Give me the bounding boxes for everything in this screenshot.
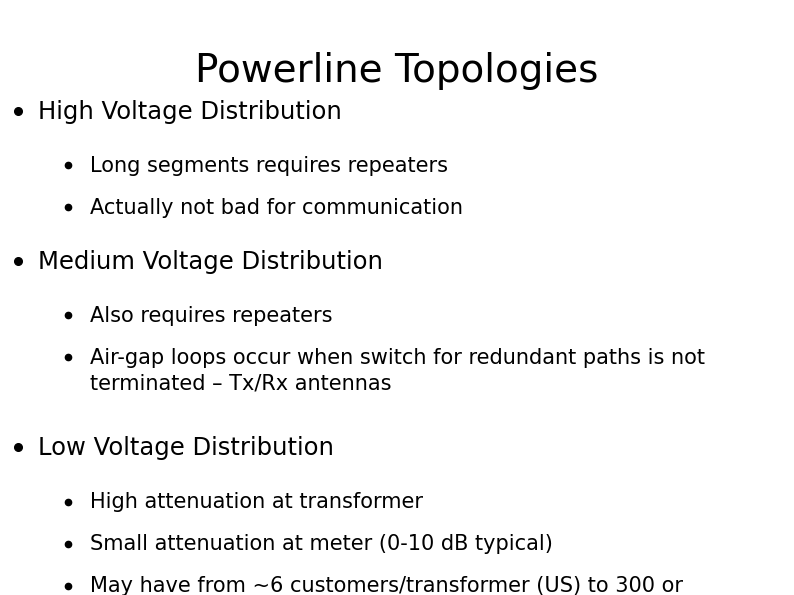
Text: Medium Voltage Distribution: Medium Voltage Distribution	[38, 250, 383, 274]
Text: Small attenuation at meter (0-10 dB typical): Small attenuation at meter (0-10 dB typi…	[90, 534, 553, 555]
Text: Low Voltage Distribution: Low Voltage Distribution	[38, 436, 333, 461]
Text: Also requires repeaters: Also requires repeaters	[90, 306, 333, 326]
Text: High attenuation at transformer: High attenuation at transformer	[90, 492, 423, 512]
Text: Actually not bad for communication: Actually not bad for communication	[90, 198, 463, 218]
Text: High Voltage Distribution: High Voltage Distribution	[38, 100, 341, 124]
Text: Powerline Topologies: Powerline Topologies	[195, 52, 599, 90]
Text: May have from ~6 customers/transformer (US) to 300 or
more (Europe): May have from ~6 customers/transformer (…	[90, 576, 683, 595]
Text: Air-gap loops occur when switch for redundant paths is not
terminated – Tx/Rx an: Air-gap loops occur when switch for redu…	[90, 348, 705, 394]
Text: Long segments requires repeaters: Long segments requires repeaters	[90, 156, 448, 176]
